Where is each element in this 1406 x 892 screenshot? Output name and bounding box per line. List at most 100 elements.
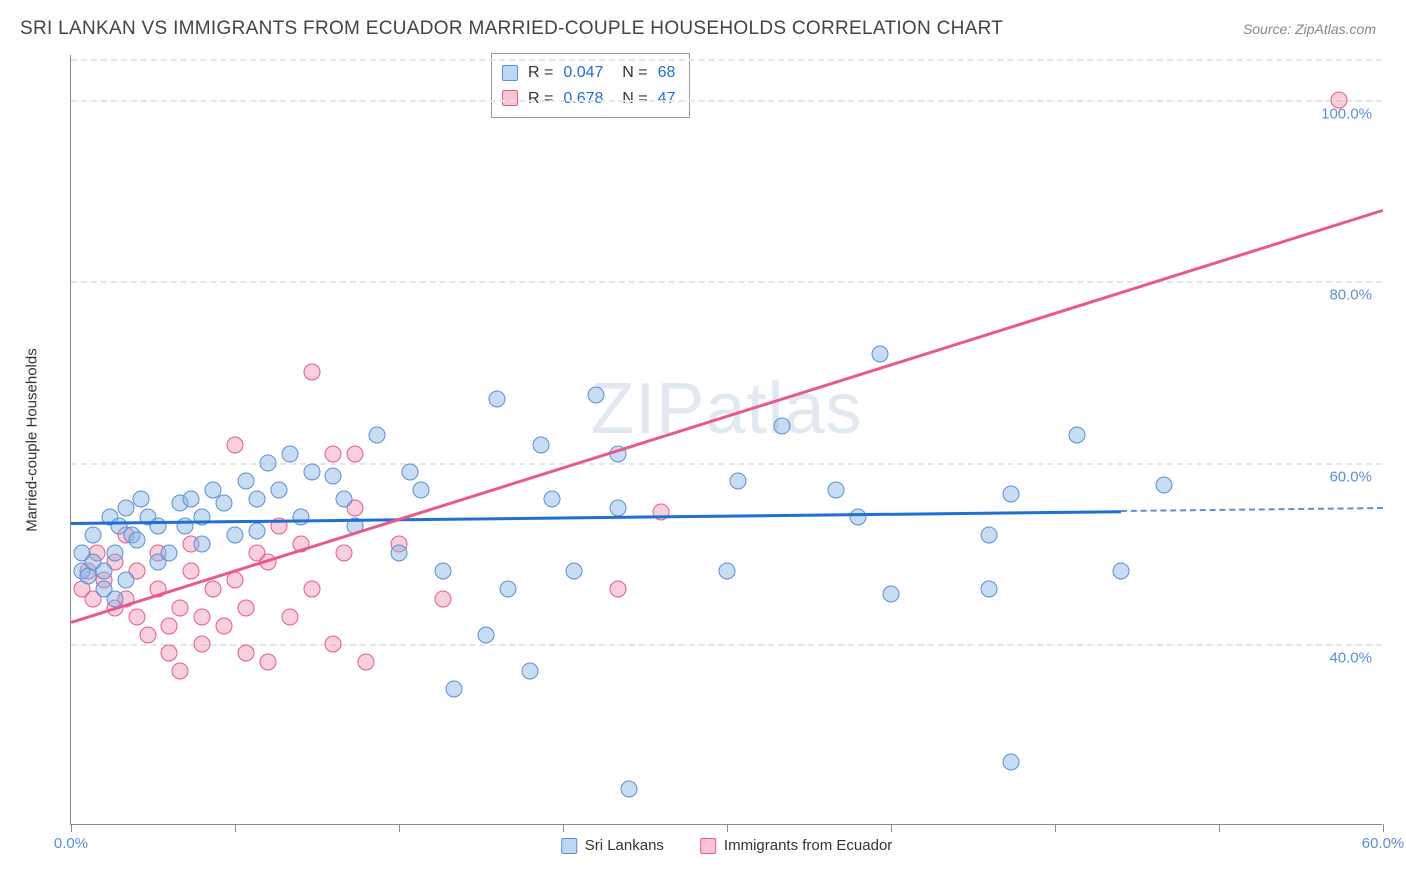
data-point bbox=[828, 481, 845, 498]
data-point bbox=[237, 644, 254, 661]
data-point bbox=[347, 445, 364, 462]
data-point bbox=[336, 490, 353, 507]
data-point bbox=[489, 391, 506, 408]
data-point bbox=[303, 463, 320, 480]
chart-title: SRI LANKAN VS IMMIGRANTS FROM ECUADOR MA… bbox=[20, 18, 1003, 40]
trend-line bbox=[71, 510, 1121, 524]
data-point bbox=[773, 418, 790, 435]
data-point bbox=[981, 581, 998, 598]
data-point bbox=[128, 531, 145, 548]
data-point bbox=[883, 586, 900, 603]
gridline bbox=[71, 644, 1382, 646]
data-point bbox=[194, 536, 211, 553]
data-point bbox=[194, 608, 211, 625]
trend-line bbox=[71, 209, 1384, 624]
data-point bbox=[336, 545, 353, 562]
data-point bbox=[850, 509, 867, 526]
data-point bbox=[565, 563, 582, 580]
pink-swatch-icon bbox=[700, 838, 716, 854]
data-point bbox=[391, 545, 408, 562]
y-tick-label: 80.0% bbox=[1329, 287, 1372, 304]
stat-row: R = 0.047 N = 68 bbox=[502, 60, 675, 86]
x-tick-label: 60.0% bbox=[1362, 835, 1405, 852]
data-point bbox=[369, 427, 386, 444]
y-tick-label: 60.0% bbox=[1329, 468, 1372, 485]
x-tick bbox=[71, 824, 72, 832]
data-point bbox=[205, 581, 222, 598]
x-tick bbox=[1055, 824, 1056, 832]
data-point bbox=[227, 572, 244, 589]
data-point bbox=[587, 386, 604, 403]
data-point bbox=[117, 572, 134, 589]
x-tick-label: 0.0% bbox=[54, 835, 88, 852]
watermark: ZIPatlas bbox=[590, 368, 862, 450]
data-point bbox=[281, 608, 298, 625]
data-point bbox=[478, 626, 495, 643]
data-point bbox=[161, 617, 178, 634]
data-point bbox=[445, 681, 462, 698]
data-point bbox=[544, 490, 561, 507]
data-point bbox=[281, 445, 298, 462]
x-tick bbox=[399, 824, 400, 832]
data-point bbox=[259, 454, 276, 471]
data-point bbox=[183, 563, 200, 580]
x-tick bbox=[891, 824, 892, 832]
y-axis-label: Married-couple Households bbox=[24, 348, 41, 531]
data-point bbox=[1331, 92, 1348, 109]
data-point bbox=[139, 626, 156, 643]
data-point bbox=[194, 635, 211, 652]
data-point bbox=[161, 545, 178, 562]
data-point bbox=[412, 481, 429, 498]
trend-line bbox=[1121, 507, 1383, 512]
legend-label: Immigrants from Ecuador bbox=[724, 837, 892, 854]
n-value: 68 bbox=[658, 60, 676, 86]
data-point bbox=[172, 599, 189, 616]
data-point bbox=[1156, 477, 1173, 494]
data-point bbox=[292, 509, 309, 526]
gridline bbox=[71, 281, 1382, 283]
data-point bbox=[1068, 427, 1085, 444]
data-point bbox=[248, 522, 265, 539]
data-point bbox=[303, 581, 320, 598]
data-point bbox=[325, 468, 342, 485]
data-point bbox=[172, 663, 189, 680]
blue-swatch-icon bbox=[502, 65, 518, 81]
data-point bbox=[106, 545, 123, 562]
x-tick bbox=[1383, 824, 1384, 832]
legend-bottom: Sri Lankans Immigrants from Ecuador bbox=[561, 837, 893, 854]
data-point bbox=[1003, 486, 1020, 503]
data-point bbox=[609, 581, 626, 598]
data-point bbox=[729, 472, 746, 489]
data-point bbox=[216, 617, 233, 634]
stat-row: R = 0.678 N = 47 bbox=[502, 86, 675, 112]
data-point bbox=[325, 445, 342, 462]
data-point bbox=[303, 364, 320, 381]
data-point bbox=[237, 599, 254, 616]
data-point bbox=[434, 590, 451, 607]
x-tick bbox=[235, 824, 236, 832]
data-point bbox=[325, 635, 342, 652]
n-label: N = bbox=[613, 60, 647, 86]
x-tick bbox=[727, 824, 728, 832]
data-point bbox=[117, 499, 134, 516]
data-point bbox=[227, 527, 244, 544]
n-label: N = bbox=[613, 86, 647, 112]
data-point bbox=[653, 504, 670, 521]
data-point bbox=[1003, 753, 1020, 770]
data-point bbox=[719, 563, 736, 580]
data-point bbox=[358, 653, 375, 670]
data-point bbox=[183, 490, 200, 507]
data-point bbox=[620, 780, 637, 797]
chart-area: Married-couple Households ZIPatlas R = 0… bbox=[46, 55, 1382, 825]
r-label: R = bbox=[528, 60, 553, 86]
data-point bbox=[981, 527, 998, 544]
source-attribution: Source: ZipAtlas.com bbox=[1243, 21, 1376, 37]
data-point bbox=[522, 663, 539, 680]
y-tick-label: 40.0% bbox=[1329, 649, 1372, 666]
n-value: 47 bbox=[658, 86, 676, 112]
r-label: R = bbox=[528, 86, 553, 112]
legend-item: Sri Lankans bbox=[561, 837, 664, 854]
data-point bbox=[259, 653, 276, 670]
gridline bbox=[71, 59, 1382, 61]
pink-swatch-icon bbox=[502, 90, 518, 106]
